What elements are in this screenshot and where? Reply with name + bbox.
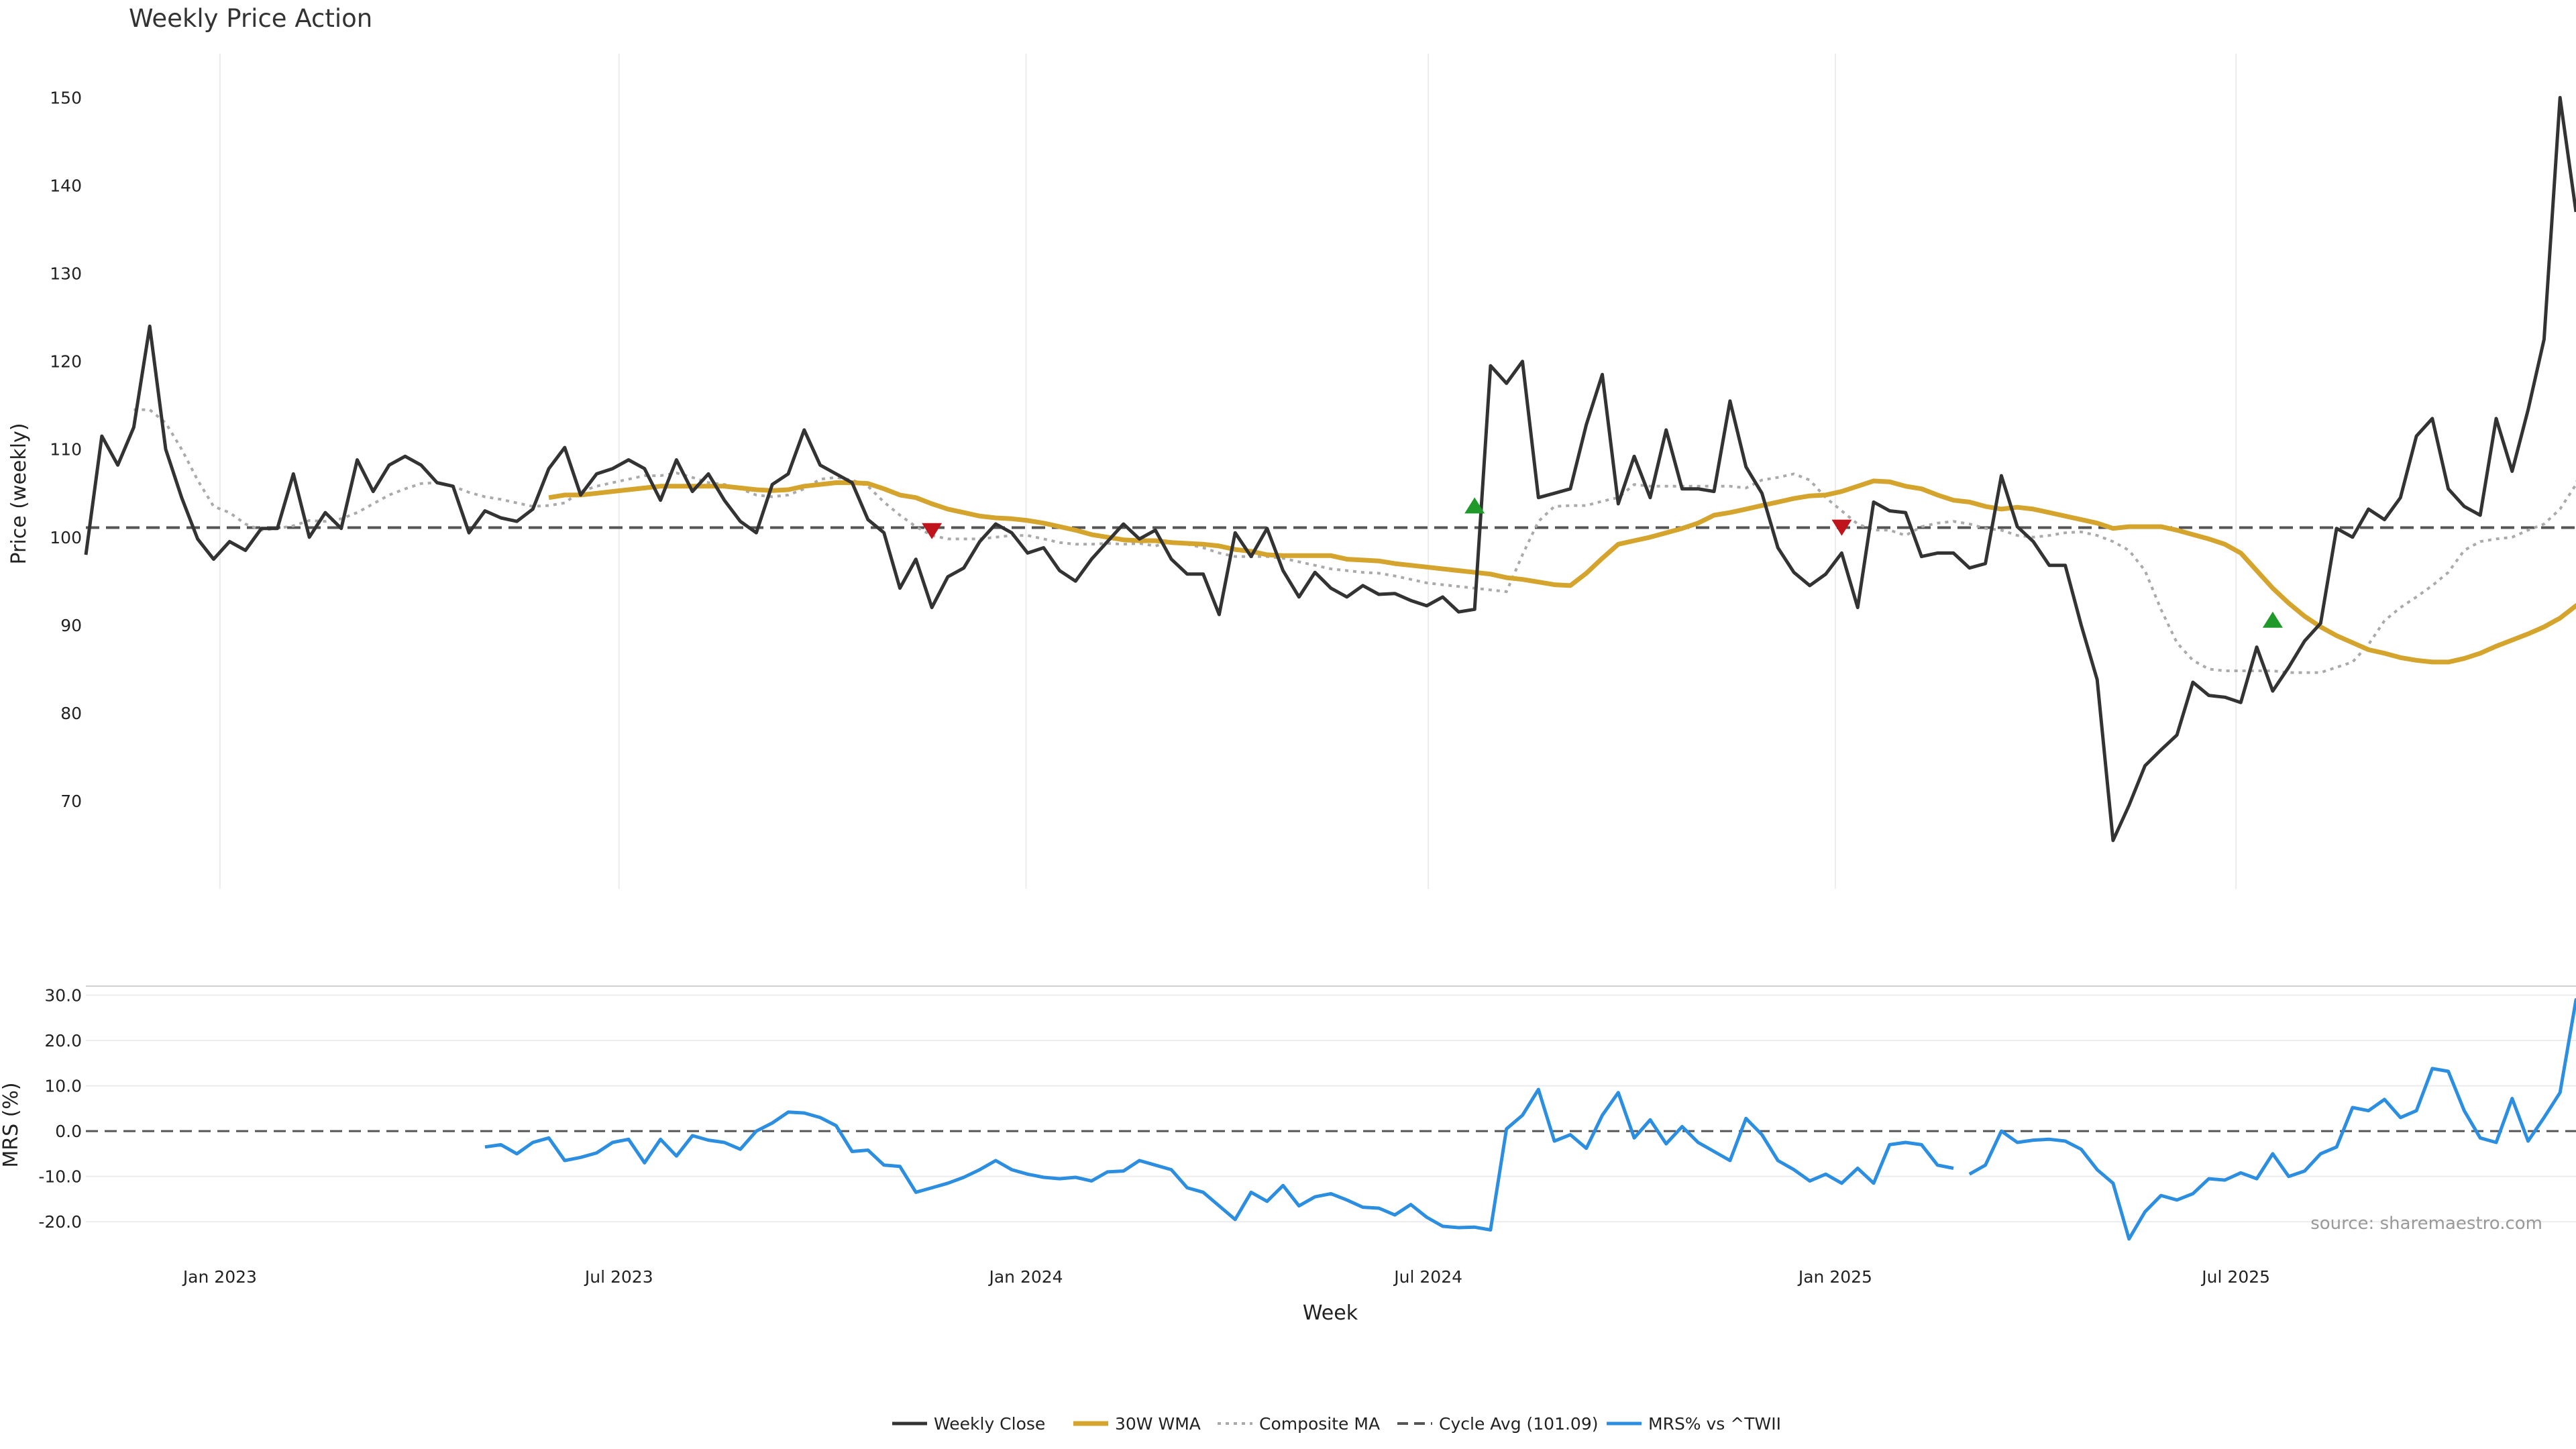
legend-item: Cycle Avg (101.09)	[1397, 1414, 1599, 1434]
mrs-y-tick: -10.0	[38, 1167, 82, 1187]
source-note: source: sharemaestro.com	[2310, 1214, 2542, 1234]
legend-item: Weekly Close	[892, 1414, 1045, 1434]
legend-label: MRS% vs ^TWII	[1648, 1414, 1781, 1434]
price-gridlines	[219, 54, 2237, 889]
weekly-close-line	[84, 96, 2576, 843]
legend-label: Cycle Avg (101.09)	[1439, 1414, 1599, 1434]
mrs-line-segment-0	[484, 1087, 1954, 1232]
mrs-y-tick: 0.0	[55, 1122, 82, 1141]
buy-signal-marker	[2262, 611, 2283, 628]
sell-signal-marker	[1831, 519, 1852, 536]
legend-label: Weekly Close	[934, 1414, 1045, 1434]
x-axis-ticks: Jan 2023 Jul 2023 Jan 2024 Jul 2024 Jan 2025…	[182, 1267, 2270, 1287]
chart-title: Weekly Price Action	[129, 4, 372, 33]
price-y-tick: 120	[50, 352, 82, 372]
mrs-y-tick: 20.0	[44, 1031, 82, 1051]
x-tick-label: Jul 2024	[1393, 1267, 1462, 1287]
signal-markers	[922, 497, 2283, 628]
mrs-y-axis-label: MRS (%)	[0, 1082, 23, 1167]
wma-30w-line	[548, 478, 2576, 665]
x-tick-label: Jan 2023	[182, 1267, 257, 1287]
mrs-y-tick: 10.0	[44, 1077, 82, 1096]
x-tick-label: Jul 2025	[2200, 1267, 2270, 1287]
legend-label: 30W WMA	[1115, 1414, 1201, 1434]
price-y-axis-label: Price (weekly)	[7, 423, 31, 564]
legend-item: Composite MA	[1218, 1414, 1380, 1434]
x-tick-label: Jul 2023	[584, 1267, 653, 1287]
price-y-tick: 150	[50, 89, 82, 108]
mrs-line-segment-1	[1968, 998, 2576, 1241]
x-axis-label: Week	[1303, 1301, 1358, 1325]
price-y-tick: 140	[50, 176, 82, 196]
composite-ma-line	[133, 408, 2576, 674]
legend-item: 30W WMA	[1073, 1414, 1201, 1434]
mrs-series	[484, 998, 2576, 1241]
price-y-tick: 110	[50, 440, 82, 460]
price-y-tick: 80	[60, 704, 82, 723]
price-y-ticks: 70 80 90 100 110 120 130 140 150	[50, 89, 82, 811]
price-series	[84, 96, 2576, 843]
x-tick-label: Jan 2025	[1797, 1267, 1872, 1287]
price-y-tick: 130	[50, 264, 82, 284]
x-tick-label: Jan 2024	[987, 1267, 1063, 1287]
price-panel: 70 80 90 100 110 120 130 140 150 Price (weekly)	[7, 54, 2576, 889]
mrs-panel: 30.0 20.0 10.0 0.0 -10.0 -20.0 MRS (%) source…	[0, 985, 2576, 1241]
legend: Weekly Close 30W WMA Composite MA Cycle Avg…	[892, 1414, 1781, 1434]
mrs-y-tick: -20.0	[38, 1212, 82, 1232]
legend-item: MRS% vs ^TWII	[1607, 1414, 1781, 1434]
mrs-gridlines	[86, 994, 2576, 1223]
mrs-y-ticks: 30.0 20.0 10.0 0.0 -10.0 -20.0	[38, 986, 82, 1232]
legend-label: Composite MA	[1259, 1414, 1380, 1434]
mrs-y-tick: 30.0	[44, 986, 82, 1006]
buy-signal-marker	[1464, 497, 1485, 514]
price-y-tick: 70	[60, 792, 82, 811]
price-y-tick: 100	[50, 528, 82, 547]
sell-signal-marker	[922, 523, 943, 539]
price-y-tick: 90	[60, 616, 82, 635]
